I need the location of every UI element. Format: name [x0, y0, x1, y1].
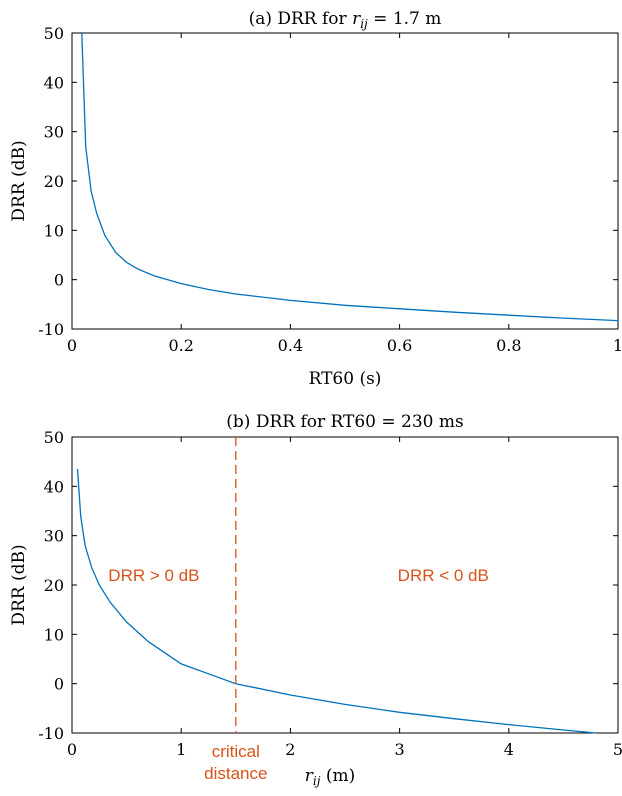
x-tick-label: 0.6	[387, 336, 412, 355]
x-tick-label: 0	[67, 740, 77, 759]
x-tick-label: 0	[67, 336, 77, 355]
x-tick-label: 1	[176, 740, 186, 759]
y-tick-label: 30	[44, 527, 64, 546]
panel-a-x-ticks: 0 0.2 0.4 0.6 0.8 1	[67, 33, 622, 355]
panel-a-title: (a) DRR for rij = 1.7 m	[249, 9, 442, 31]
y-tick-label: 20	[44, 576, 64, 595]
y-tick-label: 10	[44, 221, 64, 240]
critical-distance-label-line2: distance	[204, 764, 267, 783]
y-tick-label: 30	[44, 123, 64, 142]
x-tick-label: 3	[395, 740, 405, 759]
panel-b-ylabel: DRR (dB)	[9, 544, 29, 625]
panel-a-axes-box	[71, 32, 619, 330]
panel-a-series-line	[81, 32, 619, 322]
panel-b-y-ticks: -10 0 10 20 30 40 50	[38, 428, 618, 743]
panel-a: (a) DRR for rij = 1.7 m 0 0.2 0.4 0.6 0.8 1 -…	[9, 9, 622, 389]
panel-b-x-ticks: 0 1 2 3 4 5	[67, 437, 622, 759]
y-tick-label: 0	[54, 271, 64, 290]
panel-b-xlabel: rij (m)	[305, 766, 356, 788]
region-label-positive: DRR > 0 dB	[108, 566, 199, 585]
x-tick-label: 4	[504, 740, 514, 759]
panel-b-series-line	[76, 469, 597, 734]
y-tick-label: 10	[44, 625, 64, 644]
panel-b-title: (b) DRR for RT60 = 230 ms	[226, 412, 463, 432]
x-tick-label: 1	[613, 336, 622, 355]
y-tick-label: 20	[44, 172, 64, 191]
x-tick-label: 5	[613, 740, 622, 759]
y-tick-label: -10	[38, 320, 64, 339]
y-tick-label: 40	[44, 477, 64, 496]
y-tick-label: 50	[44, 24, 64, 43]
y-tick-label: 0	[54, 675, 64, 694]
y-tick-label: 40	[44, 73, 64, 92]
region-label-negative: DRR < 0 dB	[398, 566, 489, 585]
panel-a-xlabel: RT60 (s)	[309, 369, 382, 389]
panel-a-y-ticks: -10 0 10 20 30 40 50	[38, 24, 618, 339]
panel-a-ylabel: DRR (dB)	[9, 140, 29, 221]
y-tick-label: -10	[38, 724, 64, 743]
x-tick-label: 0.4	[278, 336, 303, 355]
x-tick-label: 2	[285, 740, 295, 759]
x-tick-label: 0.8	[496, 336, 521, 355]
y-tick-label: 50	[44, 428, 64, 447]
critical-distance-label-line1: critical	[212, 742, 260, 761]
x-tick-label: 0.2	[168, 336, 193, 355]
